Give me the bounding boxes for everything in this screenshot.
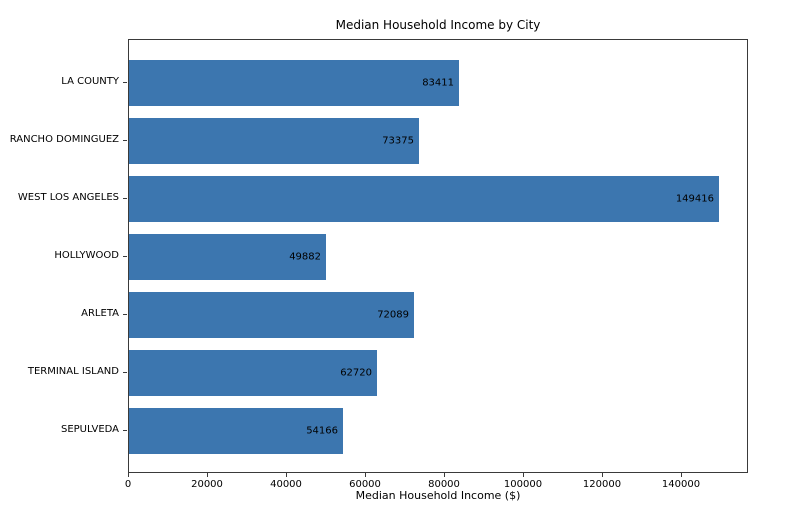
- y-tick-mark: [123, 198, 127, 199]
- bar-sepulveda: 54166: [129, 408, 343, 454]
- chart-title: Median Household Income by City: [335, 18, 541, 32]
- y-tick-label-sepulveda: SEPULVEDA: [60, 424, 119, 435]
- y-tick-label-arleta: ARLETA: [81, 308, 119, 319]
- x-tick-label: 60000: [349, 479, 381, 490]
- bar-value-label: 73375: [382, 135, 414, 147]
- bar-hollywood: 49882: [129, 234, 326, 280]
- y-tick-label-hollywood: HOLLYWOOD: [54, 250, 119, 261]
- y-tick-label-la-county: LA COUNTY: [61, 76, 119, 87]
- bar-value-label: 83411: [422, 77, 454, 89]
- x-tick-label: 140000: [661, 479, 701, 490]
- x-tick-label: 100000: [503, 479, 543, 490]
- x-tick-mark: [207, 473, 208, 477]
- x-tick-mark: [128, 473, 129, 477]
- x-axis-label: Median Household Income ($): [355, 489, 521, 502]
- y-tick-mark: [123, 430, 127, 431]
- y-tick-label-west-los-angeles: WEST LOS ANGELES: [17, 192, 119, 203]
- y-tick-label-terminal-island: TERMINAL ISLAND: [27, 366, 119, 377]
- x-tick-mark: [286, 473, 287, 477]
- bar-value-label: 72089: [377, 309, 409, 321]
- y-tick-mark: [123, 140, 127, 141]
- x-tick-mark: [523, 473, 524, 477]
- x-tick-label: 120000: [582, 479, 622, 490]
- bar-la-county: 83411: [129, 60, 459, 106]
- bar-west-los-angeles: 149416: [129, 176, 719, 222]
- x-tick-mark: [444, 473, 445, 477]
- x-tick-mark: [681, 473, 682, 477]
- x-tick-label: 20000: [191, 479, 223, 490]
- y-tick-label-rancho-dominguez: RANCHO DOMINGUEZ: [9, 134, 119, 145]
- bar-rancho-dominguez: 73375: [129, 118, 419, 164]
- bar-value-label: 49882: [289, 251, 321, 263]
- bar-value-label: 149416: [675, 193, 714, 205]
- plot-area: 83411 73375 149416 49882 72089 62720 54166: [128, 39, 748, 473]
- y-tick-mark: [123, 82, 127, 83]
- x-tick-label: 40000: [270, 479, 302, 490]
- x-tick-mark: [602, 473, 603, 477]
- x-tick-label: 80000: [428, 479, 460, 490]
- x-tick-mark: [365, 473, 366, 477]
- bar-arleta: 72089: [129, 292, 414, 338]
- bar-value-label: 62720: [340, 367, 372, 379]
- bar-terminal-island: 62720: [129, 350, 377, 396]
- y-tick-mark: [123, 372, 127, 373]
- y-tick-mark: [123, 314, 127, 315]
- y-tick-mark: [123, 256, 127, 257]
- bar-value-label: 54166: [306, 425, 338, 437]
- x-tick-label: 0: [124, 479, 132, 490]
